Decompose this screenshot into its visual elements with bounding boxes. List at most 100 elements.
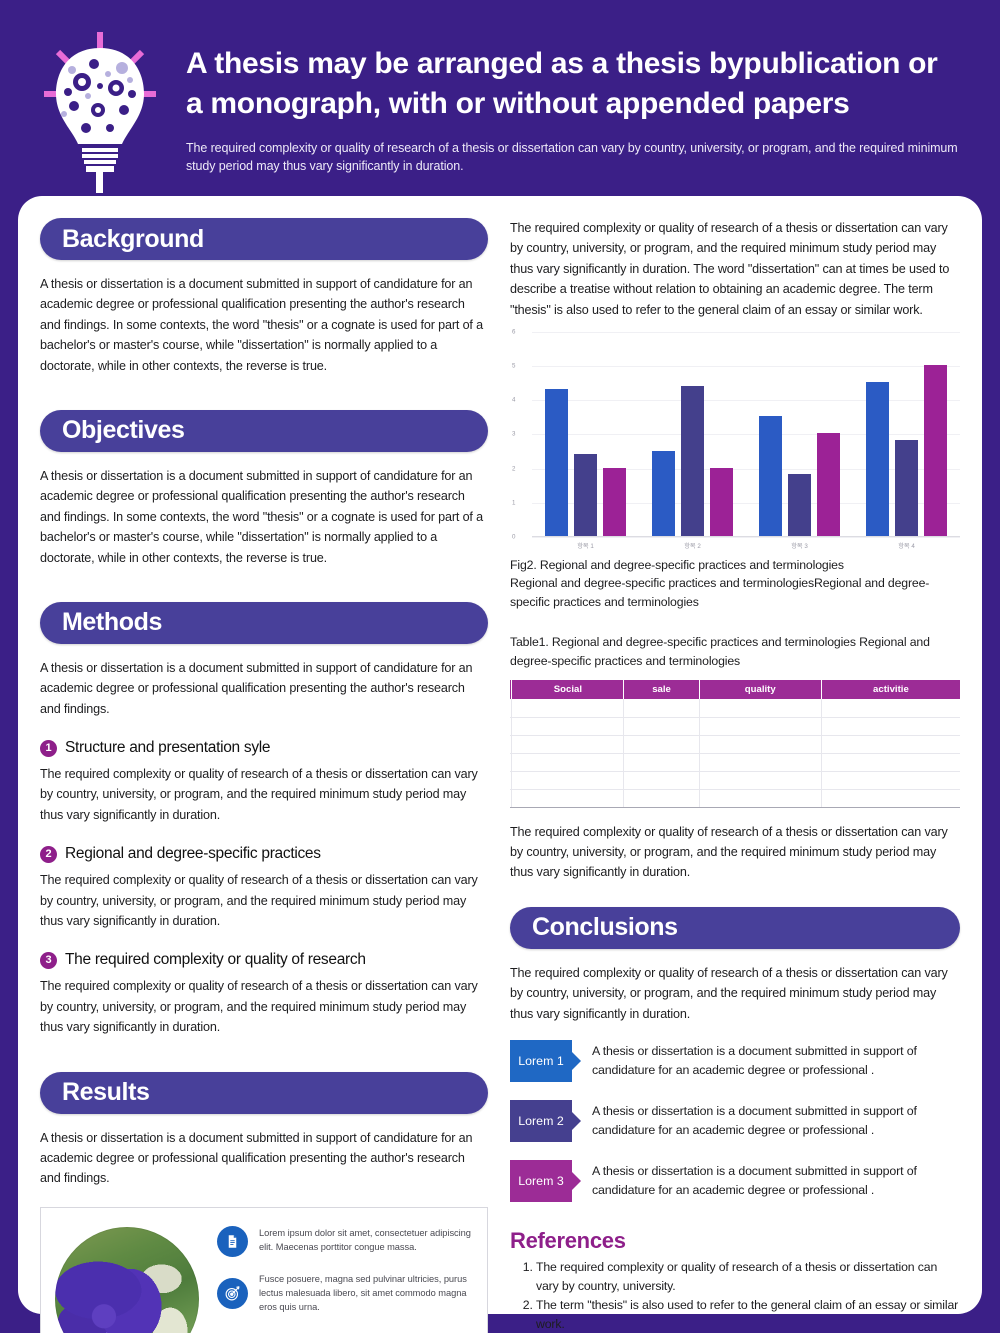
- chart-y-tick-label: 4: [512, 396, 516, 404]
- table-cell: [699, 771, 822, 790]
- table-column-header: activitie: [821, 680, 960, 700]
- chart-gridline: [532, 434, 960, 436]
- reference-item: The required complexity or quality of re…: [536, 1258, 960, 1295]
- target-icon: [217, 1278, 248, 1310]
- chart-bar: [574, 453, 597, 536]
- table-column-header: sale: [623, 680, 700, 700]
- right-intro-paragraph: The required complexity or quality of re…: [510, 221, 950, 317]
- conclusion-item: Lorem 1 A thesis or dissertation is a do…: [510, 1039, 960, 1082]
- poster-subtitle: The required complexity or quality of re…: [186, 141, 958, 174]
- chart-bar: [788, 474, 811, 536]
- conclusion-item: Lorem 2 A thesis or dissertation is a do…: [510, 1099, 960, 1142]
- figure1-item-text: Fusce posuere, magna sed pulvinar ultric…: [259, 1273, 467, 1312]
- section-header-conclusions: Conclusions: [510, 906, 960, 949]
- method-item: 2 Regional and degree-specific practices…: [40, 845, 488, 931]
- table-cell: [821, 771, 960, 790]
- results-body: A thesis or dissertation is a document s…: [40, 1130, 473, 1186]
- method-title: Structure and presentation syle: [65, 739, 271, 757]
- chart-bar: [603, 467, 626, 536]
- table-cell: [699, 699, 822, 718]
- section-title-methods: Methods: [62, 608, 162, 637]
- method-body: The required complexity or quality of re…: [40, 979, 478, 1035]
- chart-x-axis-labels: 항목 1 항목 2 항목 3 항목 4: [532, 541, 960, 550]
- table-cell: [699, 789, 822, 808]
- section-title-conclusions: Conclusions: [532, 913, 678, 942]
- method-item: 1 Structure and presentation syle The re…: [40, 739, 488, 825]
- conclusion-tag-label: Lorem 2: [518, 1113, 564, 1128]
- flower-photo: [55, 1227, 199, 1333]
- section-header-background: Background: [40, 218, 488, 260]
- figure2-caption-line1: Fig2. Regional and degree-specific pract…: [510, 557, 844, 572]
- chart-gridline: [532, 366, 960, 368]
- conclusion-item: Lorem 3 A thesis or dissertation is a do…: [510, 1159, 960, 1202]
- chart-y-tick-label: 0: [512, 533, 516, 541]
- table-row: [510, 789, 960, 808]
- table-cell: [510, 771, 513, 790]
- table-cell: [510, 735, 513, 754]
- conclusion-tag: Lorem 1: [510, 1039, 572, 1082]
- chart-x-tick-label: 항목 1: [577, 542, 594, 550]
- table-cell: [510, 789, 513, 808]
- conclusion-tag-label: Lorem 1: [518, 1053, 564, 1068]
- table-cell: [510, 717, 513, 736]
- objectives-body: A thesis or dissertation is a document s…: [40, 468, 483, 565]
- table-cell: [623, 717, 700, 736]
- table-cell: [821, 753, 960, 772]
- chart-gridline: [532, 502, 960, 504]
- table-cell: [699, 735, 822, 754]
- conclusion-text: A thesis or dissertation is a document s…: [592, 1103, 917, 1137]
- methods-intro: A thesis or dissertation is a document s…: [40, 660, 473, 716]
- table1-body: [510, 699, 960, 808]
- section-header-methods: Methods: [40, 601, 488, 644]
- chart-y-tick-label: 1: [512, 499, 516, 507]
- table-cell: [510, 699, 513, 718]
- chart-gridline: [532, 331, 960, 333]
- header-text-block: A thesis may be arranged as a thesis byp…: [186, 44, 960, 175]
- chart-y-tick-label: 6: [512, 328, 516, 336]
- left-column: Background A thesis or dissertation is a…: [18, 210, 510, 1333]
- conclusions-body: The required complexity or quality of re…: [510, 965, 948, 1021]
- conclusion-tag: Lorem 2: [510, 1099, 572, 1142]
- table-cell: [510, 753, 513, 772]
- chart-bar: [759, 416, 782, 536]
- table-cell: [511, 699, 625, 718]
- method-number-badge: 1: [40, 739, 57, 757]
- chart-x-tick-label: 항목 3: [791, 542, 808, 550]
- after-table-paragraph: The required complexity or quality of re…: [510, 824, 948, 880]
- references-list: The required complexity or quality of re…: [510, 1258, 960, 1333]
- table-cell: [821, 735, 960, 754]
- method-body: The required complexity or quality of re…: [40, 873, 478, 929]
- table-row: [510, 735, 960, 754]
- chart-x-tick-label: 항목 2: [684, 542, 701, 550]
- method-number-badge: 2: [40, 845, 57, 863]
- table-cell: [511, 717, 625, 736]
- table-cell: [511, 753, 625, 772]
- table-cell: [821, 717, 960, 736]
- chart-bar: [866, 382, 889, 536]
- figure1-list-item: Lorem ipsum dolor sit amet, consectetuer…: [217, 1225, 473, 1257]
- poster-header: A thesis may be arranged as a thesis byp…: [0, 0, 1000, 196]
- figure2-caption-line2: Regional and degree-specific practices a…: [510, 576, 930, 609]
- table-cell: [623, 753, 700, 772]
- table-cell: [821, 789, 960, 808]
- chart-bars: [532, 332, 960, 536]
- chart-bar: [710, 467, 733, 536]
- table-row: [510, 753, 960, 772]
- reference-item: The term "thesis" is also used to refer …: [536, 1296, 960, 1333]
- conclusion-text: A thesis or dissertation is a document s…: [592, 1043, 917, 1077]
- table-row: [510, 771, 960, 790]
- conclusion-tag-label: Lorem 3: [518, 1173, 564, 1188]
- table1-header-row: Social sale quality activitie: [510, 680, 960, 700]
- section-title-objectives: Objectives: [62, 416, 185, 445]
- poster-title: A thesis may be arranged as a thesis byp…: [186, 47, 938, 120]
- chart-bar: [895, 440, 918, 536]
- method-item: 3 The required complexity or quality of …: [40, 951, 488, 1037]
- figure1-list-item: Fusce posuere, magna sed pulvinar ultric…: [217, 1273, 473, 1315]
- chart-y-tick-label: 3: [512, 430, 516, 438]
- chart-bar: [817, 433, 840, 536]
- section-title-results: Results: [62, 1078, 150, 1107]
- figure1-box: Lorem ipsum dolor sit amet, consectetuer…: [40, 1206, 488, 1333]
- table-row: [510, 717, 960, 736]
- conclusion-text: A thesis or dissertation is a document s…: [592, 1163, 917, 1197]
